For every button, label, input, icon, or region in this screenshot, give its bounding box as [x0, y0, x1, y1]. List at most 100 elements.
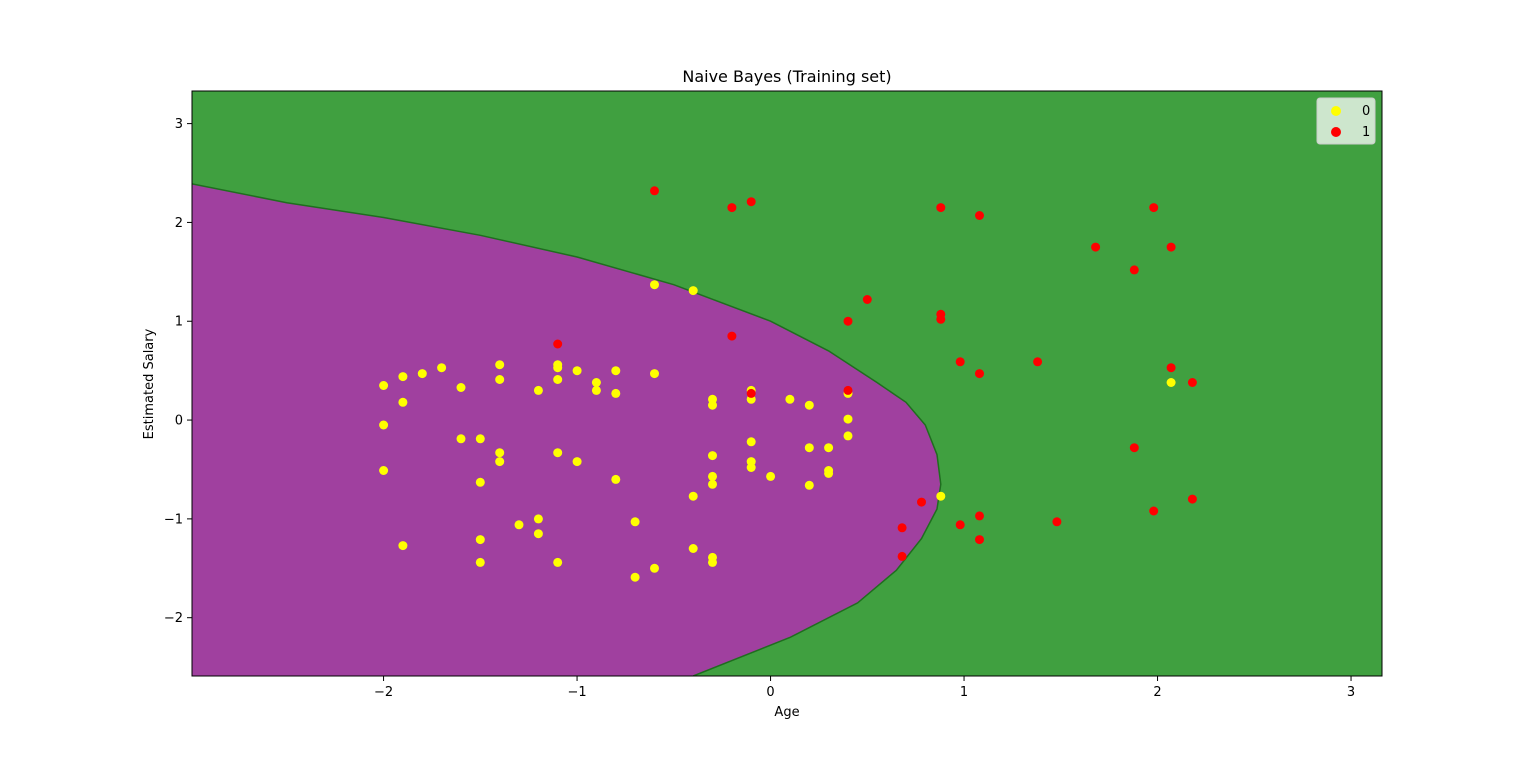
point-class-0 — [824, 443, 834, 453]
point-class-1 — [1166, 242, 1176, 252]
point-class-1 — [936, 314, 946, 324]
chart-title: Naive Bayes (Training set) — [682, 67, 891, 86]
point-class-1 — [1149, 506, 1159, 516]
point-class-0 — [591, 378, 601, 387]
point-class-1 — [936, 203, 946, 213]
point-class-0 — [533, 529, 543, 539]
y-tick-label: 3 — [175, 117, 183, 132]
point-class-1 — [862, 295, 872, 304]
point-class-1 — [727, 203, 737, 213]
point-class-0 — [379, 466, 389, 475]
point-class-1 — [975, 211, 984, 220]
y-tick-label: −2 — [164, 611, 183, 626]
point-class-0 — [475, 477, 485, 487]
point-class-0 — [591, 385, 601, 395]
point-class-0 — [398, 397, 408, 407]
point-class-1 — [843, 385, 853, 395]
legend-label-0: 0 — [1362, 104, 1370, 119]
x-tick-label: 1 — [960, 685, 968, 700]
point-class-0 — [688, 544, 698, 553]
legend-marker-1 — [1331, 127, 1341, 137]
point-class-1 — [975, 511, 984, 521]
point-class-0 — [611, 388, 621, 398]
point-class-0 — [708, 471, 717, 481]
x-tick-label: −2 — [374, 685, 393, 700]
x-tick-label: 2 — [1153, 685, 1161, 700]
point-class-1 — [917, 497, 926, 507]
point-class-1 — [746, 197, 756, 207]
point-class-0 — [437, 363, 447, 373]
point-class-0 — [456, 383, 466, 392]
point-class-0 — [650, 369, 659, 379]
point-class-0 — [688, 286, 698, 296]
x-tick-label: 0 — [766, 685, 774, 700]
y-tick-label: 0 — [175, 414, 183, 429]
point-class-0 — [379, 381, 389, 390]
decision-boundary — [192, 183, 942, 676]
x-axis: −2 −1 0 1 2 3 — [374, 676, 1355, 700]
point-class-0 — [746, 463, 756, 472]
point-class-0 — [572, 366, 582, 376]
plot-frame — [191, 90, 1383, 677]
point-class-0 — [785, 394, 795, 404]
point-class-0 — [1166, 378, 1176, 387]
point-class-0 — [804, 443, 814, 453]
point-class-1 — [1129, 443, 1139, 453]
y-axis-label: Estimated Salary — [142, 328, 157, 439]
scatter-points — [379, 186, 1197, 582]
point-class-1 — [1166, 363, 1176, 373]
point-class-0 — [495, 457, 505, 467]
point-class-0 — [708, 479, 717, 489]
point-class-0 — [533, 514, 543, 524]
point-class-0 — [495, 375, 505, 384]
point-class-0 — [417, 369, 427, 379]
point-class-0 — [398, 541, 408, 551]
point-class-1 — [553, 339, 563, 349]
point-class-0 — [630, 572, 640, 582]
point-class-0 — [804, 480, 814, 490]
point-class-1 — [1187, 494, 1197, 504]
plot-area — [192, 91, 1382, 676]
region-class-0 — [192, 183, 941, 676]
point-class-0 — [708, 451, 717, 461]
point-class-0 — [746, 437, 756, 447]
legend-label-1: 1 — [1362, 125, 1370, 140]
point-class-1 — [975, 535, 984, 545]
point-class-1 — [975, 369, 984, 379]
point-class-0 — [611, 474, 621, 484]
point-class-0 — [824, 468, 834, 478]
point-class-1 — [1052, 517, 1062, 527]
point-class-0 — [630, 517, 640, 527]
point-class-1 — [1129, 265, 1139, 275]
y-axis: −2 −1 0 1 2 3 — [164, 117, 192, 626]
point-class-1 — [897, 523, 907, 533]
point-class-0 — [379, 420, 389, 430]
point-class-1 — [955, 520, 965, 530]
point-class-0 — [553, 363, 563, 373]
point-class-0 — [514, 520, 524, 530]
point-class-0 — [475, 557, 485, 567]
point-class-0 — [398, 372, 408, 382]
y-tick-label: 2 — [175, 216, 183, 231]
point-class-0 — [553, 375, 563, 384]
point-class-0 — [688, 491, 698, 501]
point-class-0 — [766, 471, 776, 481]
legend-marker-0 — [1331, 106, 1341, 116]
point-class-0 — [456, 434, 466, 444]
point-class-0 — [495, 360, 505, 370]
point-class-1 — [746, 388, 756, 398]
x-tick-label: 3 — [1347, 685, 1355, 700]
point-class-0 — [804, 400, 814, 410]
point-class-1 — [1187, 378, 1197, 387]
point-class-1 — [843, 316, 853, 326]
point-class-0 — [843, 431, 853, 441]
point-class-1 — [897, 551, 907, 561]
y-tick-label: 1 — [175, 315, 183, 330]
point-class-1 — [650, 186, 659, 196]
point-class-0 — [650, 563, 659, 573]
point-class-0 — [475, 535, 485, 545]
point-class-0 — [650, 280, 659, 290]
legend: 0 1 — [1316, 97, 1376, 145]
point-class-1 — [1149, 203, 1159, 213]
